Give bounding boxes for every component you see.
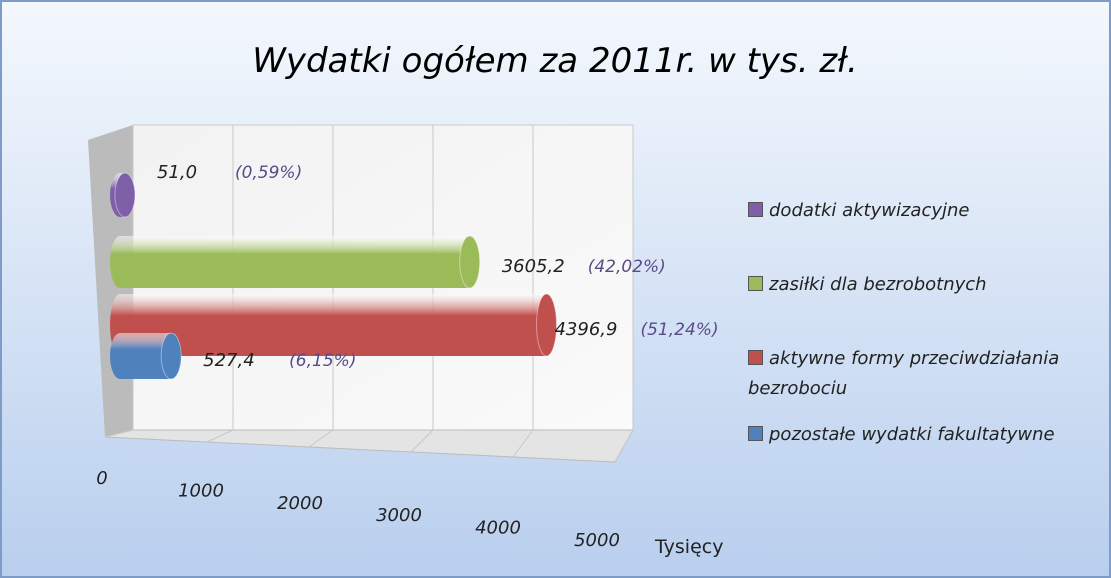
bar-cap (535, 293, 557, 357)
floor-grid-line (104, 429, 134, 438)
percent-label: (0,59%) (235, 163, 302, 183)
x-tick-label: 0 (96, 468, 107, 489)
bar (110, 332, 182, 380)
legend-item: dodatki aktywizacyjne (748, 196, 1103, 226)
bar (110, 235, 481, 289)
percent-label: (51,24%) (640, 320, 718, 340)
legend-swatch (748, 350, 763, 365)
x-tick-label: 3000 (376, 505, 422, 526)
value-label: 527,4 (203, 350, 255, 371)
floor-grid-line (410, 429, 434, 453)
floor-grid-line (308, 429, 334, 448)
value-label: 4396,9 (554, 319, 617, 340)
legend-swatch (748, 202, 763, 217)
x-axis-label: Tysięcy (654, 536, 723, 558)
percent-label: (6,15%) (289, 351, 356, 371)
bar-cap (459, 235, 481, 289)
value-label: 51,0 (157, 162, 197, 183)
bar (110, 293, 557, 357)
floor-grid-line (614, 429, 634, 463)
legend-label: pozostałe wydatki fakultatywne (769, 424, 1055, 445)
bar-cap (114, 172, 136, 218)
bar-body (110, 294, 557, 356)
x-tick-label: 2000 (277, 493, 323, 514)
legend-label: dodatki aktywizacyjne (769, 200, 970, 221)
legend-item: pozostałe wydatki fakultatywne (748, 420, 1103, 450)
floor-grid-line (206, 429, 234, 443)
bar-cap (160, 332, 182, 380)
legend-label: zasiłki dla bezrobotnych (769, 274, 987, 295)
legend-label: aktywne formy przeciwdziałania bezroboci… (748, 348, 1060, 399)
legend-item: aktywne formy przeciwdziałania bezroboci… (748, 344, 1103, 404)
legend-swatch (748, 276, 763, 291)
bar-body (110, 236, 480, 288)
x-tick-label: 5000 (574, 530, 620, 551)
legend-swatch (748, 426, 763, 441)
value-label: 3605,2 (502, 256, 565, 277)
percent-label: (42,02%) (588, 257, 666, 277)
floor-grid-line (512, 429, 534, 458)
legend-item: zasiłki dla bezrobotnych (748, 270, 1103, 300)
bar (110, 172, 136, 218)
chart-title: Wydatki ogółem za 2011r. w tys. zł. (252, 41, 858, 81)
x-tick-label: 1000 (178, 480, 224, 501)
x-tick-label: 4000 (475, 518, 521, 539)
